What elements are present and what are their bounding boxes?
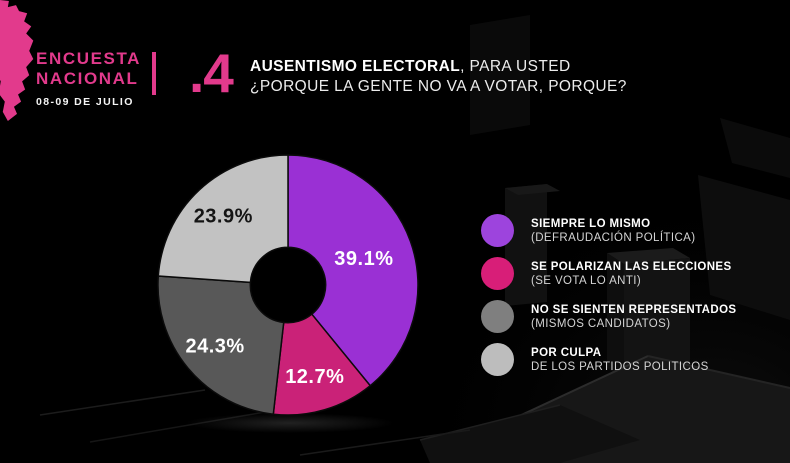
donut-chart: 39.1% 12.7% 24.3% 23.9% [148,145,428,425]
legend-item-siempre-lo-mismo: SIEMPRE LO MISMO (DEFRAUDACIÓN POLÍTICA) [481,214,736,247]
legend-swatch-3 [481,343,514,376]
legend-swatch-0 [481,214,514,247]
donut-label-0: 39.1% [334,248,393,270]
donut-shadow [185,413,395,433]
donut-slice-2 [157,275,285,416]
brand-divider [152,52,156,95]
question-title-line2: ¿PORQUE LA GENTE NO VA A VOTAR, PORQUE? [250,78,627,95]
legend-item-se-polarizan: SE POLARIZAN LAS ELECCIONES (SE VOTA LO … [481,257,736,290]
legend-title: SE POLARIZAN LAS ELECCIONES [531,260,732,273]
brand-line-1: ENCUESTA [36,49,142,68]
argentina-map-icon [0,0,34,121]
legend-title: POR CULPA [531,346,602,359]
legend-subtitle: DE LOS PARTIDOS POLITICOS [531,360,709,373]
brand-date: 08-09 DE JULIO [36,96,134,108]
donut-slice-3 [157,154,289,284]
question-title-bold: AUSENTISMO ELECTORAL [250,58,461,75]
donut-slice-0 [287,154,419,387]
legend-title: NO SE SIENTEN REPRESENTADOS [531,303,737,316]
legend-swatch-1 [481,257,514,290]
legend-item-no-representados: NO SE SIENTEN REPRESENTADOS (MISMOS CAND… [481,300,736,333]
legend: SIEMPRE LO MISMO (DEFRAUDACIÓN POLÍTICA)… [481,214,736,376]
question-title-line1: AUSENTISMO ELECTORAL, PARA USTED [250,57,627,77]
donut-label-3: 23.9% [194,206,253,228]
legend-subtitle: (SE VOTA LO ANTI) [531,274,642,287]
legend-item-por-culpa: POR CULPA DE LOS PARTIDOS POLITICOS [481,343,736,376]
question-number: .4 [189,42,234,104]
brand-line-2: NACIONAL [36,69,139,88]
legend-subtitle: (DEFRAUDACIÓN POLÍTICA) [531,231,696,244]
legend-subtitle: (MISMOS CANDIDATOS) [531,317,671,330]
donut-slice-1 [272,313,372,416]
legend-title: SIEMPRE LO MISMO [531,217,651,230]
donut-label-2: 24.3% [185,336,244,358]
legend-swatch-2 [481,300,514,333]
brand-block: ENCUESTA NACIONAL 08-09 DE JULIO [36,49,141,112]
question-title-rest: , PARA USTED [460,58,571,75]
donut-label-1: 12.7% [285,366,344,388]
question-title: AUSENTISMO ELECTORAL, PARA USTED ¿PORQUE… [250,57,627,97]
